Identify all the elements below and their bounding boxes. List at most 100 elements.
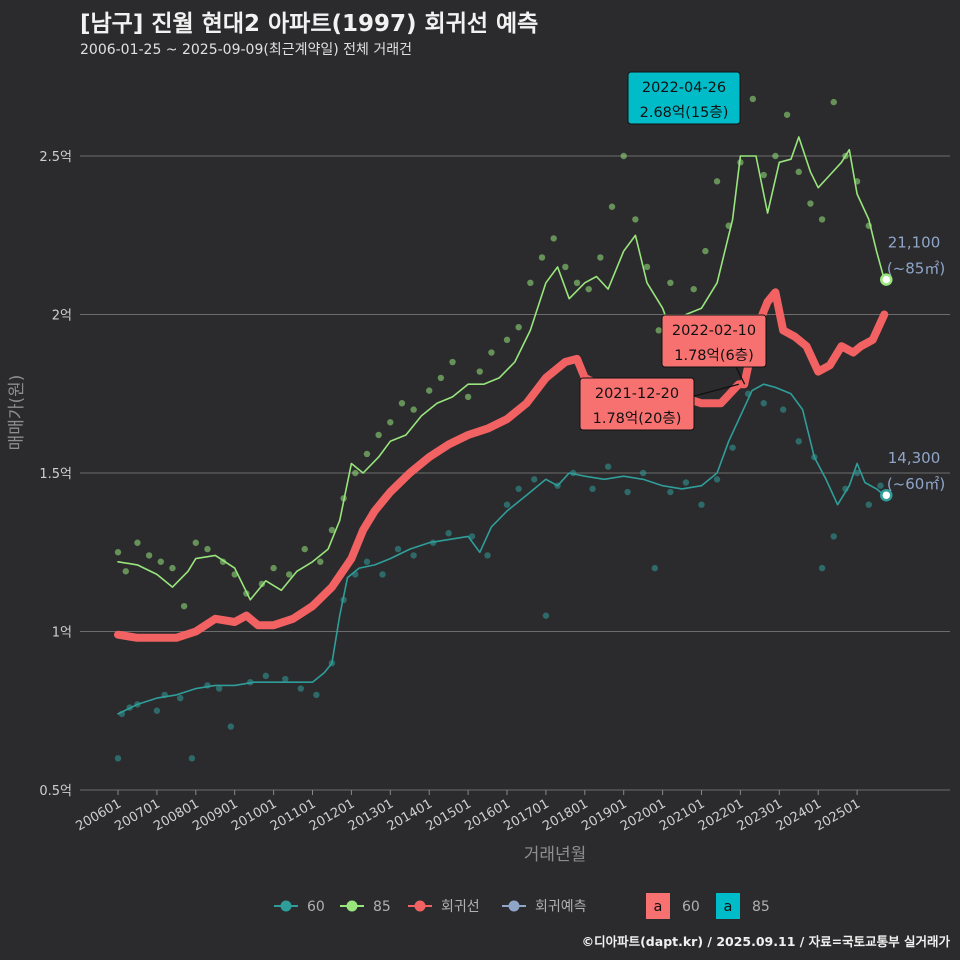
scatter-point-85 (426, 387, 433, 394)
scatter-point-60 (713, 476, 721, 483)
scatter-point-85 (807, 200, 814, 207)
axis-layer: 0.5억1억1.5억2억2.5억200601200701200801200901… (7, 150, 863, 865)
legend-layer: 60 85 회귀선 회귀예측 a 60 a 85 (274, 893, 770, 919)
legend-label: 60 (307, 899, 325, 915)
legend-label: 회귀선 (441, 899, 480, 915)
chart-subtitle: 2006-01-25 ~ 2025-09-09(최근계약일) 전체 거래건 (80, 42, 412, 58)
scatter-point-85 (538, 254, 546, 261)
scatter-point-60 (188, 755, 196, 762)
scatter-point-60 (114, 755, 122, 762)
scatter-point-85 (713, 178, 721, 185)
scatter-point-85 (169, 564, 176, 572)
scatter-point-85 (410, 406, 417, 413)
chart-title: [남구] 진월 현대2 아파트(1997) 회귀선 예측 (80, 11, 539, 37)
scatter-point-60 (410, 552, 417, 559)
scatter-point-60 (779, 406, 787, 413)
legend-key-dot (508, 900, 520, 912)
legend-label-swatch (646, 893, 670, 919)
scatter-point-85 (667, 279, 674, 286)
scatter-point-85 (772, 152, 779, 160)
scatter-point-85 (476, 368, 483, 375)
y-tick-label: 2.5억 (39, 150, 72, 165)
scatter-point-85 (562, 263, 569, 271)
y-tick-label: 2억 (52, 309, 72, 324)
scatter-point-85 (317, 558, 324, 565)
scatter-point-60 (760, 400, 767, 407)
scatter-point-60 (313, 691, 320, 699)
scatter-point-85 (437, 374, 445, 382)
line-layer (114, 136, 889, 715)
scatter-point-85 (449, 358, 456, 366)
scatter-point-60 (484, 552, 491, 559)
annotation-value: 1.78억(20층) (593, 410, 682, 427)
scatter-point-60 (651, 564, 659, 572)
scatter-point-85 (690, 285, 697, 293)
scatter-point-85 (157, 558, 164, 565)
scatter-point-85 (464, 393, 472, 401)
scatter-point-85 (145, 552, 153, 559)
legend-label: 85 (752, 899, 770, 915)
end-label-value: 21,100 (888, 234, 941, 252)
scatter-point-60 (503, 501, 511, 508)
scatter-point-60 (445, 530, 452, 537)
legend-label: 회귀예측 (535, 899, 587, 915)
scatter-point-85 (270, 564, 277, 572)
scatter-point-85 (620, 152, 627, 160)
legend-key-dot (414, 900, 426, 912)
scatter-point-85 (192, 539, 199, 546)
x-tick-label: 202501 (813, 796, 863, 834)
scatter-point-60 (262, 672, 270, 680)
y-axis-title: 매매가(원) (7, 375, 27, 451)
scatter-point-85 (180, 602, 188, 610)
scatter-point-60 (394, 545, 402, 553)
scatter-point-60 (215, 685, 223, 692)
annotation-value: 2.68억(15층) (640, 104, 729, 121)
scatter-point-85 (503, 336, 511, 344)
scatter-point-85 (655, 327, 662, 334)
y-tick-label: 1억 (52, 626, 72, 641)
scatter-point-60 (515, 485, 522, 493)
grid-layer (80, 155, 950, 791)
scatter-point-60 (818, 564, 826, 572)
scatter-point-60 (297, 685, 305, 692)
end-point-85 (880, 273, 893, 286)
scatter-point-60 (177, 694, 184, 702)
end-point-60 (880, 488, 893, 502)
scatter-point-85 (122, 568, 129, 575)
chart-caption: ©디아파트(dapt.kr) / 2025.09.11 / 자료=국토교통부 실… (581, 934, 950, 949)
scatter-point-60 (795, 438, 802, 445)
annotation-date: 2021-12-20 (595, 386, 679, 402)
annotation-box (661, 314, 767, 368)
scatter-point-85 (783, 111, 791, 118)
scatter-point-85 (608, 203, 616, 210)
series-line-85 (117, 136, 886, 601)
scatter-point-60 (682, 479, 690, 486)
scatter-point-85 (702, 247, 709, 255)
annotation-box (627, 71, 741, 125)
end-label-area: (~85㎡) (887, 260, 945, 278)
scatter-point-60 (227, 723, 235, 730)
scatter-layer (114, 95, 884, 762)
annotation-value: 1.78억(6층) (674, 347, 754, 364)
scatter-point-85 (363, 450, 371, 458)
legend-label-swatch-text: a (724, 899, 733, 915)
scatter-point-85 (398, 400, 406, 407)
scatter-point-85 (488, 349, 495, 356)
scatter-point-60 (877, 482, 884, 489)
annotation-layer: 21,100 (~85㎡) 14,300 (~60㎡) 2022-04-26 2.68억(… (579, 71, 945, 502)
scatter-point-60 (379, 571, 386, 578)
scatter-point-85 (573, 279, 581, 286)
scatter-point-85 (328, 526, 336, 534)
x-axis-title: 거래년월 (524, 845, 587, 865)
scatter-point-60 (153, 707, 161, 714)
scatter-point-60 (542, 612, 550, 619)
legend-label-swatch (716, 893, 740, 919)
scatter-point-85 (204, 545, 211, 553)
scatter-point-60 (282, 675, 289, 683)
scatter-point-60 (363, 558, 371, 565)
scatter-point-85 (134, 539, 141, 546)
scatter-point-85 (550, 235, 557, 242)
scatter-point-60 (639, 469, 647, 477)
annotation-leader (686, 383, 740, 399)
